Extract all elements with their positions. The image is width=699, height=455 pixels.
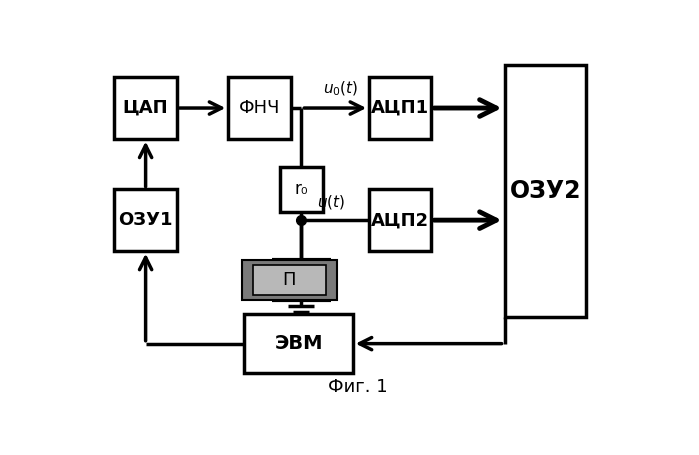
Text: ОЗУ2: ОЗУ2: [510, 179, 581, 203]
FancyBboxPatch shape: [228, 77, 291, 139]
Text: $u(t)$: $u(t)$: [317, 193, 345, 212]
Text: ОЗУ1: ОЗУ1: [118, 211, 173, 229]
FancyBboxPatch shape: [369, 189, 431, 251]
FancyBboxPatch shape: [369, 77, 431, 139]
FancyBboxPatch shape: [115, 189, 177, 251]
FancyBboxPatch shape: [505, 65, 586, 318]
Text: ФНЧ: ФНЧ: [238, 99, 280, 117]
Text: АЦП2: АЦП2: [371, 211, 429, 229]
FancyBboxPatch shape: [280, 167, 323, 212]
Text: Фиг. 1: Фиг. 1: [329, 378, 388, 396]
FancyBboxPatch shape: [252, 265, 326, 294]
Text: П: П: [282, 271, 296, 289]
Text: ЦАП: ЦАП: [123, 99, 168, 117]
Text: ЭВМ: ЭВМ: [275, 334, 323, 353]
Text: r₀: r₀: [294, 181, 308, 198]
FancyBboxPatch shape: [245, 314, 353, 374]
FancyBboxPatch shape: [242, 259, 337, 300]
Text: $u_0(t)$: $u_0(t)$: [323, 79, 359, 97]
FancyBboxPatch shape: [115, 77, 177, 139]
Text: АЦП1: АЦП1: [371, 99, 429, 117]
